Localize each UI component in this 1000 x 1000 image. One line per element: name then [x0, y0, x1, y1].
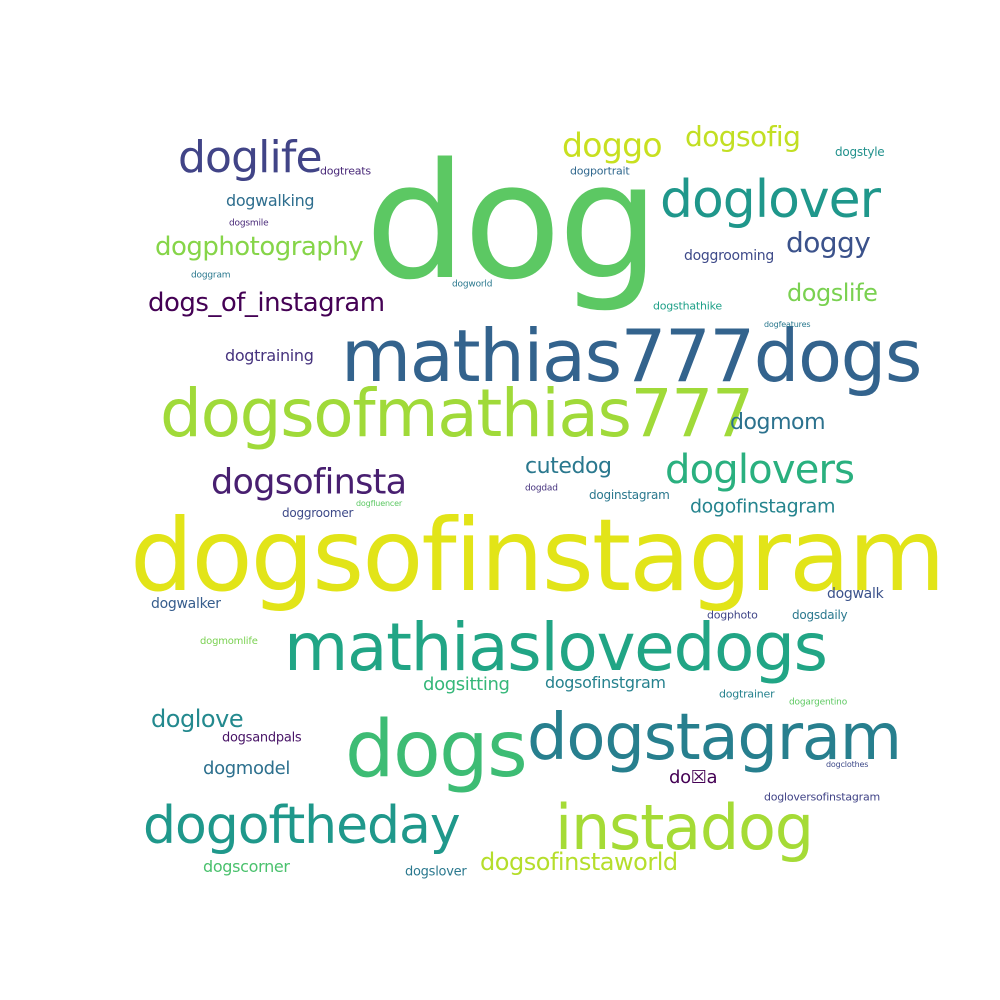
- word-26: doggrooming: [684, 248, 775, 264]
- word-31: dogwalk: [827, 586, 884, 602]
- word-35: dogloversofinstagram: [764, 790, 880, 804]
- word-7: instadog: [555, 791, 814, 864]
- word-10: doglife: [178, 132, 323, 183]
- word-52: dogfluencer: [356, 499, 403, 508]
- word-32: do☒a: [669, 767, 718, 788]
- word-25: dogtraining: [225, 346, 314, 365]
- word-13: doggo: [562, 125, 663, 165]
- word-34: dogslover: [405, 864, 467, 880]
- word-50: dogfeatures: [764, 320, 811, 329]
- word-40: dogsthathike: [653, 299, 722, 313]
- word-16: dogphotography: [155, 232, 364, 262]
- word-29: dogsofinstgram: [545, 673, 666, 692]
- word-8: dogoftheday: [143, 796, 461, 856]
- word-49: dogworld: [452, 279, 493, 290]
- word-48: doggram: [191, 270, 231, 281]
- word-18: dogslife: [787, 279, 878, 307]
- word-42: doggroomer: [282, 506, 354, 520]
- word-51: dogdad: [525, 483, 558, 494]
- word-19: dogmom: [730, 410, 826, 435]
- word-9: doglover: [660, 170, 881, 230]
- word-0: dog: [365, 128, 660, 315]
- word-39: dogportrait: [570, 164, 630, 178]
- word-28: dogsitting: [423, 674, 510, 695]
- word-33: dogscorner: [203, 857, 290, 876]
- word-41: doginstagram: [589, 488, 670, 502]
- word-20: cutedog: [525, 454, 612, 479]
- word-38: dogtreats: [320, 164, 371, 178]
- word-2: mathias777dogs: [341, 314, 922, 398]
- word-6: dogs: [345, 705, 528, 795]
- word-24: dogwalking: [226, 191, 315, 210]
- word-22: doglove: [151, 705, 244, 733]
- word-21: dogsofinstaworld: [480, 848, 678, 876]
- word-53: dogargentino: [789, 697, 848, 708]
- word-4: mathiaslovedogs: [284, 609, 828, 686]
- word-54: dogclothes: [826, 760, 869, 769]
- word-14: dogsofig: [685, 120, 801, 153]
- word-27: dogmodel: [203, 758, 291, 779]
- word-15: doggy: [786, 226, 871, 259]
- word-12: dogsofinsta: [211, 462, 407, 503]
- word-5: dogstagram: [527, 701, 902, 775]
- word-23: dogofinstagram: [690, 495, 836, 518]
- word-46: dogmomlife: [200, 636, 258, 647]
- word-43: dogphoto: [707, 608, 758, 622]
- word-30: dogwalker: [151, 596, 221, 612]
- word-37: dogstyle: [835, 145, 885, 159]
- word-45: dogtrainer: [719, 687, 775, 701]
- word-11: doglovers: [665, 447, 855, 493]
- word-36: dogsandpals: [222, 730, 302, 746]
- word-44: dogsdaily: [792, 608, 848, 622]
- word-3: dogsofmathias777: [160, 375, 754, 452]
- word-47: dogsmile: [229, 218, 269, 229]
- word-17: dogs_of_instagram: [148, 288, 385, 318]
- word-1: dogsofinstagram: [130, 497, 946, 614]
